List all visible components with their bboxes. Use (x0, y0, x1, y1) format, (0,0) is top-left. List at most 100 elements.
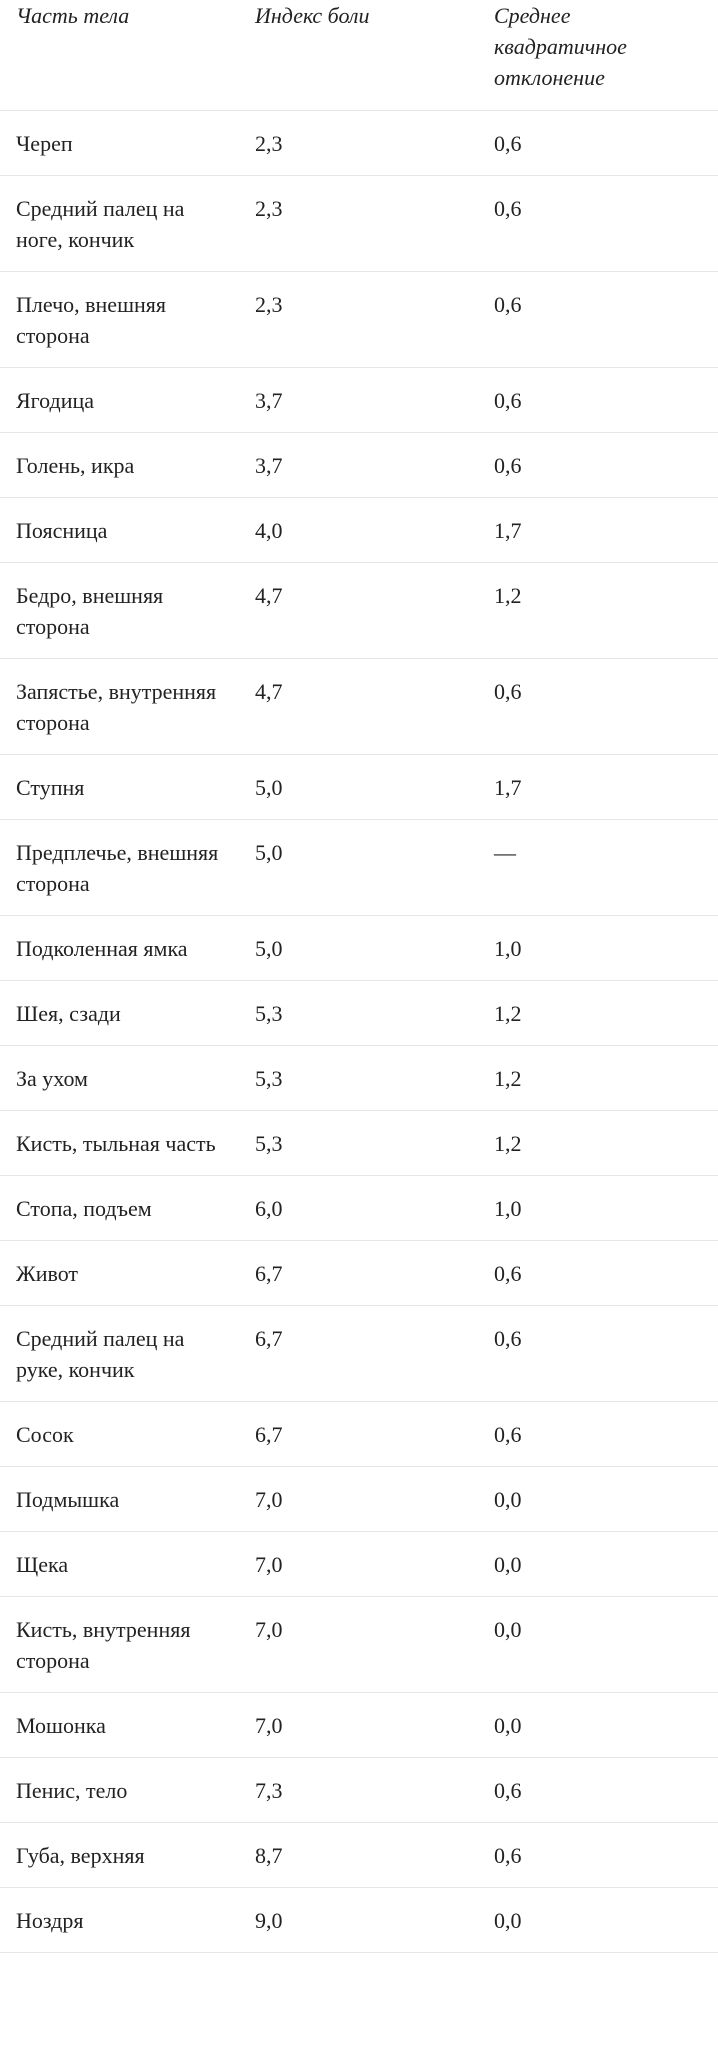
table-row: Шея, сзади 5,3 1,2 (0, 980, 718, 1046)
table-cell: 2,3 (255, 271, 494, 368)
table-cell: Предплечье, внешняя сторона (0, 819, 255, 916)
table-cell: 0,6 (494, 367, 718, 433)
table-row: Запястье, внутренняя сторона 4,7 0,6 (0, 658, 718, 755)
table-row: Живот 6,7 0,6 (0, 1240, 718, 1306)
table-cell: 0,6 (494, 110, 718, 176)
table-cell: Шея, сзади (0, 980, 255, 1046)
table-cell: 3,7 (255, 367, 494, 433)
table-row: Средний палец на ноге, кончик 2,3 0,6 (0, 175, 718, 272)
table-cell: Щека (0, 1531, 255, 1597)
table-cell: 1,2 (494, 1110, 718, 1176)
table-cell: 5,0 (255, 754, 494, 820)
table-cell: 0,0 (494, 1887, 718, 1953)
table-cell: Ягодица (0, 367, 255, 433)
table-row: Ступня 5,0 1,7 (0, 754, 718, 820)
table-cell: Пенис, тело (0, 1757, 255, 1823)
table-row: Предплечье, внешняя сторона 5,0— (0, 819, 718, 916)
table-cell: Средний палец на ноге, кончик (0, 175, 255, 272)
table-cell: Мошонка (0, 1692, 255, 1758)
table-cell: 2,3 (255, 175, 494, 272)
table-cell: Живот (0, 1240, 255, 1306)
table-row: Кисть, тыльная часть 5,3 1,2 (0, 1110, 718, 1176)
table-cell: Стопа, подъем (0, 1175, 255, 1241)
table-cell: Ноздря (0, 1887, 255, 1953)
table-cell: 0,6 (494, 1305, 718, 1402)
table-cell: Голень, икра (0, 432, 255, 498)
table-cell: 7,0 (255, 1466, 494, 1532)
table-row: Подколенная ямка 5,0 1,0 (0, 915, 718, 981)
table-cell: 6,7 (255, 1305, 494, 1402)
table-cell: Ступня (0, 754, 255, 820)
table-cell: 1,0 (494, 1175, 718, 1241)
table-row: Губа, верхняя 8,7 0,6 (0, 1822, 718, 1888)
table-cell: Средний палец на руке, кончик (0, 1305, 255, 1402)
table-cell: 0,0 (494, 1692, 718, 1758)
table-cell: 0,6 (494, 1401, 718, 1467)
table-row: Голень, икра 3,7 0,6 (0, 432, 718, 498)
table-cell: Плечо, внешняя сторона (0, 271, 255, 368)
header-cell: Часть тела (0, 0, 255, 111)
table-cell: 0,6 (494, 271, 718, 368)
table-cell: — (494, 819, 718, 916)
table-cell: 6,0 (255, 1175, 494, 1241)
table-cell: 5,3 (255, 1045, 494, 1111)
table-row: Ягодица 3,7 0,6 (0, 367, 718, 433)
table-cell: 0,6 (494, 1757, 718, 1823)
table-cell: Губа, верхняя (0, 1822, 255, 1888)
table-cell: За ухом (0, 1045, 255, 1111)
table-row: За ухом 5,3 1,2 (0, 1045, 718, 1111)
table-cell: 0,6 (494, 1822, 718, 1888)
table-cell: 4,7 (255, 658, 494, 755)
table-row: Кисть, внутренняя сторона 7,0 0,0 (0, 1596, 718, 1693)
table-cell: 7,0 (255, 1596, 494, 1693)
table-cell: 1,2 (494, 562, 718, 659)
table-row: Поясница 4,0 1,7 (0, 497, 718, 563)
table-row: Бедро, внешняя сторона 4,7 1,2 (0, 562, 718, 659)
table-cell: 5,3 (255, 1110, 494, 1176)
header-cell: Среднее квадратичное отклонение (494, 0, 718, 111)
table-cell: 0,6 (494, 658, 718, 755)
table-cell: 4,0 (255, 497, 494, 563)
table-cell: 8,7 (255, 1822, 494, 1888)
table-cell: 1,2 (494, 1045, 718, 1111)
table-cell: 5,0 (255, 819, 494, 916)
table-cell: 0,0 (494, 1531, 718, 1597)
header-row: Часть тела Индекс боли Среднее квадратично… (0, 0, 718, 111)
table-cell: 7,0 (255, 1531, 494, 1597)
table-cell: 5,0 (255, 915, 494, 981)
table-cell: 4,7 (255, 562, 494, 659)
table-row: Череп 2,3 0,6 (0, 110, 718, 176)
table-cell: 0,0 (494, 1466, 718, 1532)
table-row: Мошонка 7,0 0,0 (0, 1692, 718, 1758)
table-row: Плечо, внешняя сторона 2,3 0,6 (0, 271, 718, 368)
table-cell: 9,0 (255, 1887, 494, 1953)
table-cell: Сосок (0, 1401, 255, 1467)
table-cell: 3,7 (255, 432, 494, 498)
table-cell: 1,2 (494, 980, 718, 1046)
table-row: Пенис, тело 7,3 0,6 (0, 1757, 718, 1823)
table-cell: Череп (0, 110, 255, 176)
table-cell: 0,0 (494, 1596, 718, 1693)
header-cell: Индекс боли (255, 0, 494, 111)
table-cell: 1,7 (494, 754, 718, 820)
table-cell: 7,3 (255, 1757, 494, 1823)
table-row: Сосок 6,7 0,6 (0, 1401, 718, 1467)
table-cell: Запястье, внутренняя сторона (0, 658, 255, 755)
table-cell: 7,0 (255, 1692, 494, 1758)
table-cell: 0,6 (494, 1240, 718, 1306)
table-cell: 6,7 (255, 1401, 494, 1467)
table-cell: 2,3 (255, 110, 494, 176)
table-cell: 1,0 (494, 915, 718, 981)
table-cell: Кисть, тыльная часть (0, 1110, 255, 1176)
table-cell: 1,7 (494, 497, 718, 563)
table-row: Щека 7,0 0,0 (0, 1531, 718, 1597)
table-row: Ноздря 9,0 0,0 (0, 1887, 718, 1953)
table-row: Подмышка 7,0 0,0 (0, 1466, 718, 1532)
table-cell: Поясница (0, 497, 255, 563)
table-cell: Подколенная ямка (0, 915, 255, 981)
table-cell: 0,6 (494, 175, 718, 272)
table-cell: Бедро, внешняя сторона (0, 562, 255, 659)
table-cell: Кисть, внутренняя сторона (0, 1596, 255, 1693)
table-cell: 6,7 (255, 1240, 494, 1306)
